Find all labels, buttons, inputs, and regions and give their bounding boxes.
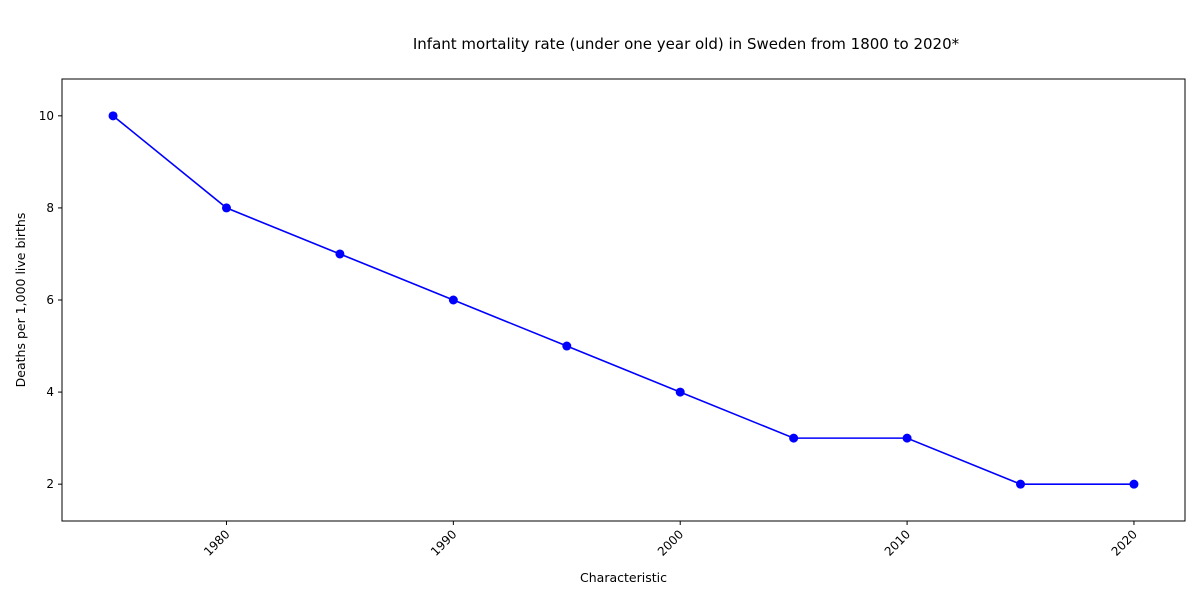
x-tick-label: 2000 — [655, 527, 686, 558]
plot-frame — [61, 78, 1186, 522]
x-tick-label: 1980 — [201, 527, 232, 558]
data-point — [789, 433, 799, 443]
plot-area: 2 4 6 8 10 1980 1990 2000 2010 2020 — [39, 78, 1186, 559]
y-tick-label: 6 — [46, 293, 54, 307]
y-tick-label: 4 — [46, 385, 54, 399]
y-tick-label: 2 — [46, 477, 54, 491]
y-tick-label: 10 — [39, 109, 54, 123]
x-tick-label: 2020 — [1109, 527, 1140, 558]
data-point — [221, 203, 231, 213]
y-tick-label: 8 — [46, 201, 54, 215]
chart-title: Infant mortality rate (under one year ol… — [413, 35, 960, 53]
series-line — [112, 115, 1134, 485]
y-axis-label: Deaths per 1,000 live births — [13, 213, 28, 388]
data-point — [675, 387, 685, 397]
x-axis-label: Characteristic — [580, 570, 667, 585]
data-point — [562, 341, 572, 351]
data-point — [1129, 479, 1139, 489]
data-point — [108, 111, 118, 121]
data-point — [335, 249, 345, 259]
data-point — [902, 433, 912, 443]
x-tick-label: 2010 — [882, 527, 913, 558]
x-tick-label: 1990 — [428, 527, 459, 558]
data-point — [1016, 479, 1026, 489]
data-point — [448, 295, 458, 305]
